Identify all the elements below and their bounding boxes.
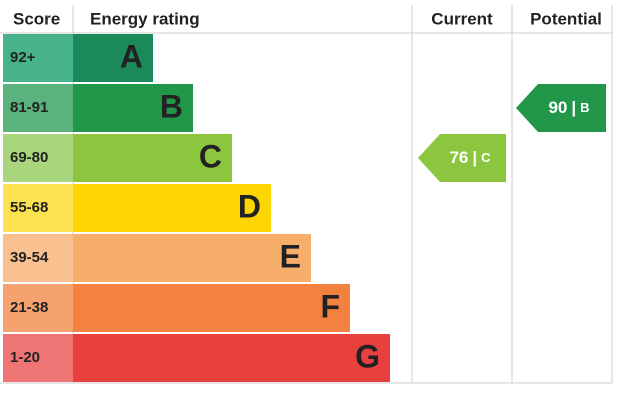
score-cell (3, 134, 73, 182)
band-bar (73, 84, 193, 132)
header-rating: Energy rating (90, 9, 200, 28)
band-letter: F (320, 288, 340, 324)
band-score: 1-20 (10, 349, 40, 366)
potential-letter: B (580, 100, 589, 115)
header-score: Score (13, 9, 60, 28)
current-letter: C (481, 150, 491, 165)
band-bar (73, 334, 390, 382)
header-potential: Potential (530, 9, 602, 28)
current-separator: | (472, 148, 477, 167)
band-score: 81-91 (10, 99, 48, 116)
score-cell (3, 234, 73, 282)
band-score: 92+ (10, 49, 36, 66)
band-bar (73, 134, 232, 182)
score-cell (3, 184, 73, 232)
score-cell (3, 334, 73, 382)
band-bar (73, 234, 311, 282)
score-cell (3, 84, 73, 132)
band-letter: B (160, 88, 183, 124)
band-letter: C (199, 138, 222, 174)
current-label: 76 | C (449, 148, 491, 167)
band-bar (73, 284, 350, 332)
band-bar (73, 34, 153, 82)
potential-value: 90 (548, 98, 567, 117)
band-letter: D (238, 188, 261, 224)
current-arrow (418, 134, 506, 182)
potential-label: 90 | B (548, 98, 589, 117)
band-score: 21-38 (10, 299, 48, 316)
potential-arrow (516, 84, 606, 132)
current-value: 76 (449, 148, 468, 167)
band-score: 39-54 (10, 249, 49, 266)
band-letter: E (280, 238, 301, 274)
band-score: 69-80 (10, 149, 48, 166)
band-letter: G (355, 338, 380, 374)
score-cell (3, 284, 73, 332)
band-score: 55-68 (10, 199, 48, 216)
score-cell (3, 34, 73, 82)
band-bar (73, 184, 271, 232)
header-current: Current (431, 9, 493, 28)
potential-separator: | (571, 98, 576, 117)
band-letter: A (120, 38, 143, 74)
